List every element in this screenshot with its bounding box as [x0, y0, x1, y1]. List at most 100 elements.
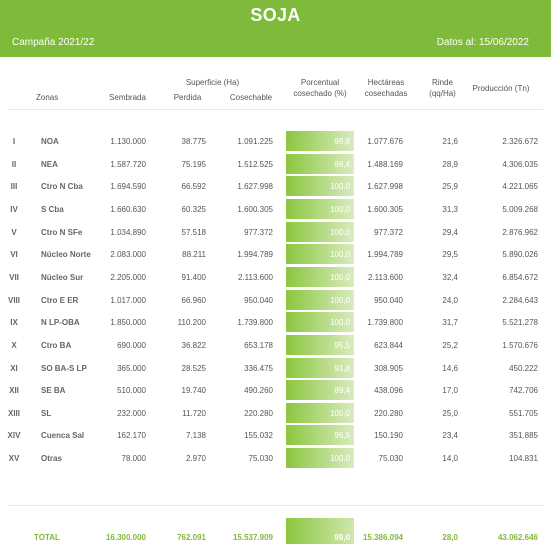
cosechable-value: 1.739.800: [237, 318, 273, 328]
rinde-value: 17,0: [442, 386, 458, 396]
table-row: I NOA 1.130.000 38.775 1.091.225 98,8 1.077.67…: [0, 131, 551, 153]
porcentual-bar: 98,8: [286, 131, 354, 151]
perdida-value: 36.822: [181, 340, 206, 350]
perdida-value: 91.400: [181, 272, 206, 282]
porcentual-value: 100,0: [329, 204, 350, 214]
table-row: VI Núcleo Norte 2.083.000 88.211 1.994.789 10…: [0, 244, 551, 266]
cosechadas-value: 623.844: [374, 340, 403, 350]
cosechable-value: 1.512.525: [237, 159, 273, 169]
row-number: XII: [9, 386, 19, 396]
cosechable-value: 1.994.789: [237, 250, 273, 260]
row-number: IX: [10, 318, 18, 328]
row-number: VI: [10, 250, 18, 260]
table-row: XV Otras 78.000 2.970 75.030 100,0 75.030 14,0 1…: [0, 448, 551, 470]
cosechable-value: 1.627.998: [237, 182, 273, 192]
rinde-value: 25,0: [442, 408, 458, 418]
total-produccion: 43.062.646: [497, 533, 538, 542]
produccion-value: 551.705: [509, 408, 538, 418]
rinde-value: 29,5: [442, 250, 458, 260]
sembrada-value: 690.000: [117, 340, 146, 350]
row-number: IV: [10, 204, 18, 214]
zona-name: NOA: [41, 137, 59, 146]
cosechadas-value: 1.077.676: [367, 137, 403, 146]
header-banner: SOJA Campaña 2021/22 Datos al: 15/06/202…: [0, 0, 551, 57]
perdida-value: 28.525: [181, 363, 206, 373]
perdida-value: 19.740: [181, 386, 206, 396]
col-header-zonas: Zonas: [36, 93, 59, 102]
cosechadas-value: 308.905: [374, 363, 403, 373]
porcentual-value: 100,0: [329, 182, 350, 192]
produccion-value: 6.854.672: [502, 272, 538, 282]
porcentual-bar: 91,8: [286, 357, 354, 378]
produccion-value: 2.876.962: [502, 227, 538, 237]
table-row: VII Núcleo Sur 2.205.000 91.400 2.113.600 100…: [0, 266, 551, 289]
col-header-rinde: Rinde: [432, 78, 453, 87]
zona-name: Ctro N Cba: [41, 182, 83, 192]
cosechable-value: 1.600.305: [237, 204, 273, 214]
total-cosechadas: 15.386.094: [362, 533, 403, 542]
perdida-value: 57.518: [181, 227, 206, 237]
perdida-value: 38.775: [181, 137, 206, 146]
sembrada-value: 2.205.000: [110, 272, 146, 282]
cosechable-value: 2.113.600: [238, 272, 273, 282]
cosechable-value: 653.178: [244, 340, 273, 350]
row-number: XI: [10, 363, 18, 373]
rinde-value: 29,4: [442, 227, 458, 237]
porcentual-value: 95,5: [334, 340, 350, 350]
table-row: XII SE BA 510.000 19.740 490.260 89,4 438.096 1…: [0, 380, 551, 402]
cosechadas-value: 1.600.305: [367, 204, 403, 214]
sembrada-value: 78.000: [121, 454, 146, 464]
table-row: XIII SL 232.000 11.720 220.280 100,0 220.280 25…: [0, 402, 551, 425]
sembrada-value: 365.000: [117, 363, 146, 373]
cosechadas-value: 150.190: [374, 431, 403, 441]
total-perdida: 762.091: [177, 533, 206, 542]
porcentual-value: 96,9: [334, 431, 350, 441]
produccion-value: 4.221.065: [502, 182, 538, 192]
table-row: V Ctro N SFe 1.034.890 57.518 977.372 100,0 97…: [0, 221, 551, 244]
col-header-hectareas: Hectáreas: [367, 78, 405, 87]
sembrada-value: 1.034.890: [110, 227, 146, 237]
zona-name: Cuenca Sal: [41, 431, 85, 441]
col-header-sembrada: Sembrada: [109, 93, 146, 102]
zona-name: Ctro N SFe: [41, 227, 83, 237]
sembrada-value: 1.660.630: [110, 204, 146, 214]
porcentual-value: 100,0: [329, 408, 350, 418]
row-number: XIII: [7, 408, 20, 418]
total-divider: [8, 505, 543, 506]
cosechable-value: 220.280: [244, 408, 273, 418]
perdida-value: 75.195: [181, 159, 206, 169]
porcentual-bar: 100,0: [286, 266, 354, 287]
rinde-value: 31,3: [442, 204, 458, 214]
total-porcentual-value: 99,0: [334, 533, 350, 542]
perdida-value: 60.325: [181, 204, 206, 214]
rinde-value: 14,6: [442, 363, 458, 373]
cosechadas-value: 977.372: [374, 227, 403, 237]
row-number: XV: [8, 454, 20, 464]
cosechadas-value: 2.113.600: [368, 272, 403, 282]
porcentual-bar: 98,4: [286, 153, 354, 174]
porcentual-bar: 96,9: [286, 425, 354, 446]
produccion-value: 2.284.643: [502, 295, 538, 305]
produccion-value: 742.706: [509, 386, 538, 396]
perdida-value: 7.138: [185, 431, 206, 441]
col-header-hectareas-sub: cosechadas: [364, 89, 408, 98]
total-porcentual-bar: 99,0: [286, 518, 354, 544]
produccion-value: 1.570.676: [502, 340, 538, 350]
porcentual-value: 89,4: [334, 386, 350, 396]
zona-name: Otras: [41, 454, 62, 464]
cosechadas-value: 438.096: [374, 386, 403, 396]
porcentual-value: 98,4: [334, 159, 350, 169]
zona-name: Ctro E ER: [41, 295, 79, 305]
porcentual-bar: 100,0: [286, 312, 354, 333]
rinde-value: 23,4: [442, 431, 458, 441]
porcentual-bar: 100,0: [286, 176, 354, 197]
sembrada-value: 510.000: [117, 386, 146, 396]
total-sembrada: 16.300.000: [105, 533, 146, 542]
porcentual-value: 100,0: [329, 318, 350, 328]
produccion-value: 5.890.026: [502, 250, 538, 260]
cosechadas-value: 1.488.169: [367, 159, 403, 169]
perdida-value: 66.960: [181, 295, 206, 305]
perdida-value: 2.970: [185, 454, 206, 464]
col-header-cosechable: Cosechable: [229, 93, 273, 102]
